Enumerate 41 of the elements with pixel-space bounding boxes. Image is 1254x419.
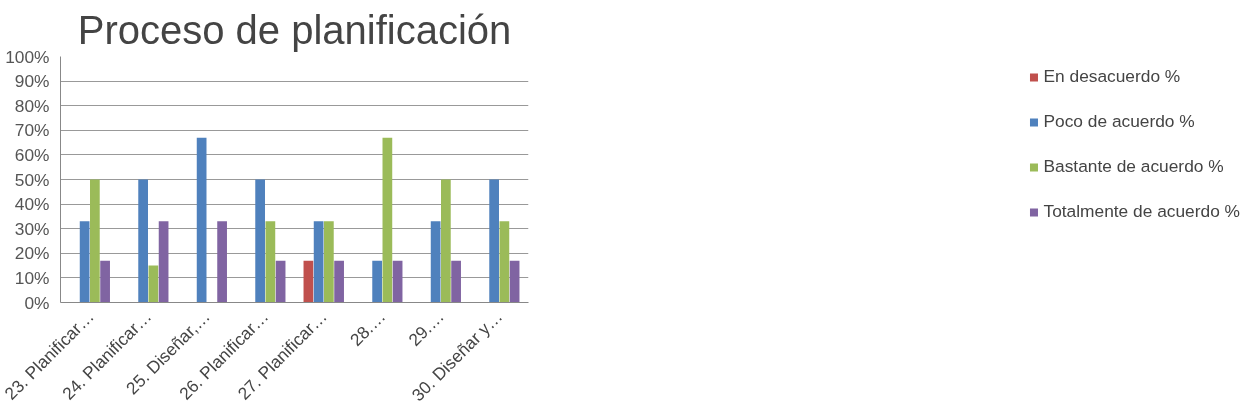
y-tick-label: 40%	[14, 194, 50, 215]
y-tick-label: 50%	[14, 169, 50, 190]
chart-title: Proceso de planificación	[77, 7, 512, 52]
bar	[509, 260, 520, 303]
bar	[217, 221, 227, 303]
bar	[275, 260, 286, 303]
bar	[489, 179, 499, 303]
bar	[265, 221, 276, 303]
y-tick-label: 0%	[24, 292, 50, 313]
legend-label: En desacuerdo %	[1043, 66, 1181, 87]
bar	[138, 179, 148, 303]
y-tick-label: 30%	[14, 218, 50, 239]
y-tick-label: 80%	[14, 95, 50, 116]
x-tick-label: 28.…	[345, 306, 390, 350]
bar	[372, 260, 382, 303]
bar	[441, 179, 451, 303]
bar	[255, 179, 265, 303]
y-tick-label: 100%	[5, 46, 50, 67]
bar	[79, 221, 90, 303]
bar	[90, 179, 100, 303]
bar	[196, 137, 207, 303]
y-tick-label: 90%	[14, 71, 50, 92]
legend-label: Bastante de acuerdo %	[1043, 156, 1224, 177]
bar	[392, 260, 403, 303]
bar	[313, 221, 324, 303]
y-tick-label: 20%	[14, 243, 50, 264]
y-tick-label: 10%	[14, 267, 50, 288]
bar	[499, 221, 510, 303]
bar	[158, 221, 169, 303]
y-tick-label: 70%	[14, 120, 50, 141]
bar	[451, 260, 461, 303]
bar	[430, 221, 441, 303]
bar	[100, 260, 110, 303]
y-tick-label: 60%	[14, 144, 50, 165]
legend-label: Poco de acuerdo %	[1043, 111, 1195, 132]
bar	[334, 260, 344, 303]
legend-label: Totalmente de acuerdo %	[1043, 201, 1240, 222]
bar	[303, 260, 314, 303]
bar	[324, 221, 334, 303]
bar	[382, 137, 393, 303]
bar	[148, 265, 159, 303]
